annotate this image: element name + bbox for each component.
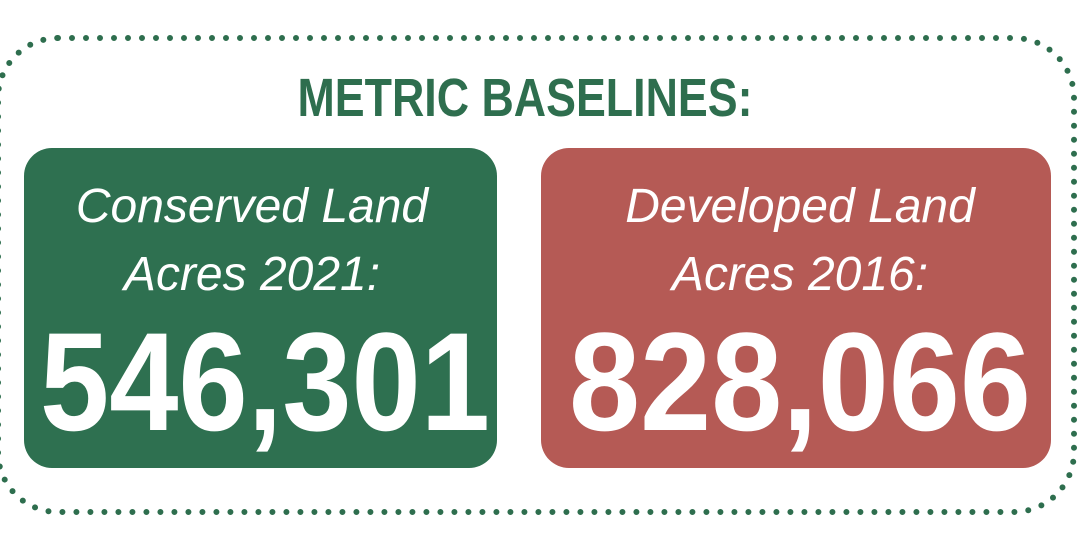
card-label: Acres 2021: — [121, 248, 380, 301]
dotted-border — [0, 35, 1077, 515]
card-label: Acres 2016: — [669, 248, 928, 301]
card-conserved — [24, 148, 497, 468]
card-label: Developed Land — [625, 180, 976, 233]
card-developed — [541, 148, 1051, 468]
card-value: 546,301 — [40, 303, 490, 460]
card-label: Conserved Land — [76, 180, 430, 233]
title: METRIC BASELINES: — [298, 68, 753, 128]
card-value: 828,066 — [569, 303, 1031, 460]
